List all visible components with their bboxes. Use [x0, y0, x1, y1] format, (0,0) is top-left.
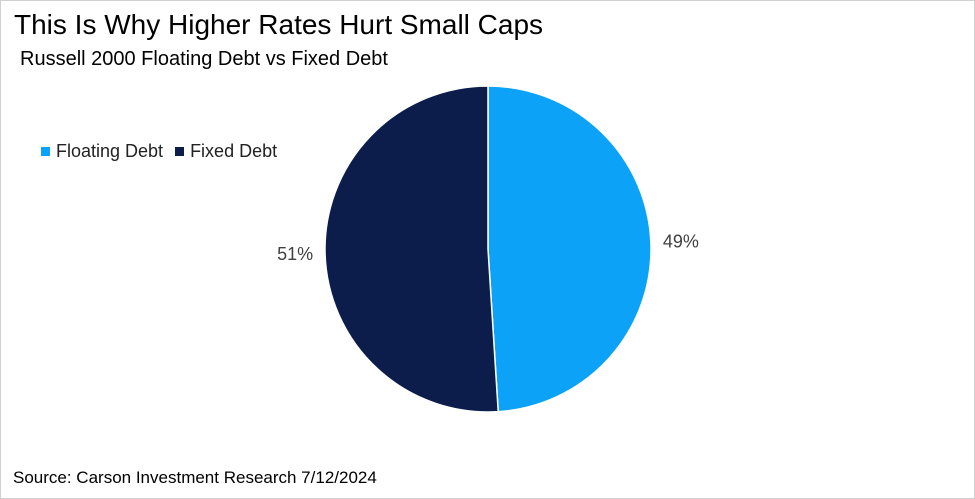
chart-title: This Is Why Higher Rates Hurt Small Caps [14, 9, 544, 40]
legend-swatch-floating-debt [41, 147, 50, 156]
data-label-floating-debt: 49% [663, 232, 699, 252]
source-note: Source: Carson Investment Research 7/12/… [13, 468, 377, 487]
pie-slice-fixed-debt [324, 85, 500, 413]
pie-slice-floating-debt [487, 85, 652, 413]
chart-legend: Floating Debt Fixed Debt [41, 141, 289, 162]
legend-swatch-fixed-debt [175, 147, 185, 156]
legend-label-floating-debt: Floating Debt [56, 141, 164, 161]
data-label-fixed-debt: 51% [277, 244, 313, 264]
legend-label-fixed-debt: Fixed Debt [190, 141, 278, 161]
legend-item-fixed-debt: Fixed Debt [175, 141, 277, 162]
chart-subtitle: Russell 2000 Floating Debt vs Fixed Debt [20, 48, 388, 70]
legend-item-floating-debt: Floating Debt [41, 141, 163, 162]
